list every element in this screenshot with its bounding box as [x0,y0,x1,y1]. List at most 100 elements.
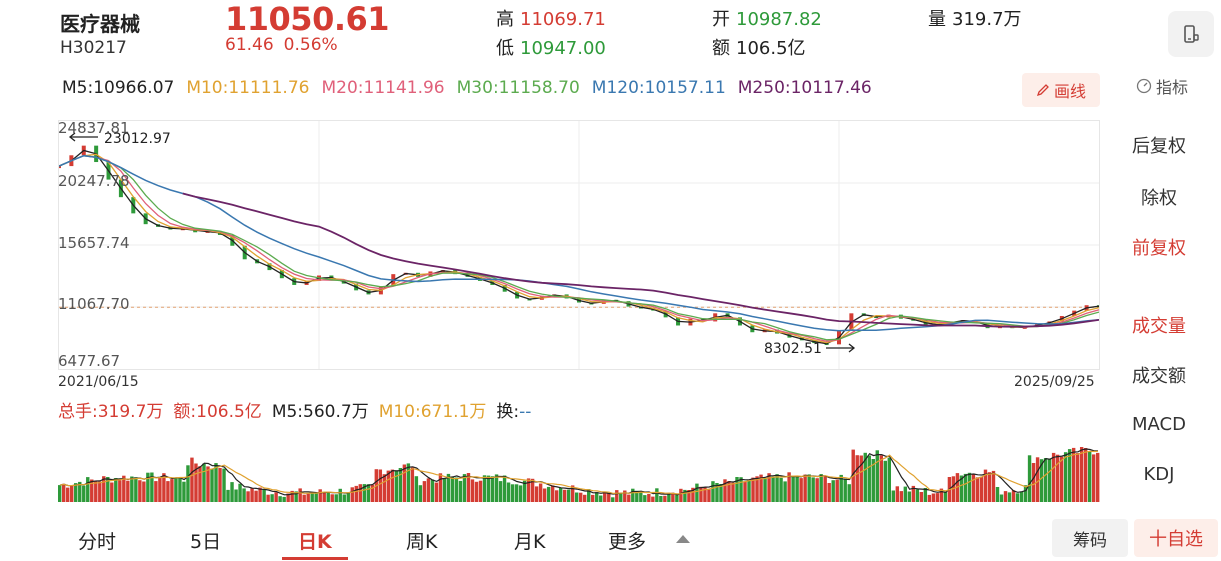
volume-bar [178,477,182,502]
ma120-line [58,154,1100,332]
tab-intraday[interactable]: 分时 [78,531,117,553]
volume-bar [562,489,567,502]
turnover-value: -- [519,402,532,422]
volume-bar [763,477,767,502]
volume-bar [518,485,523,502]
volume-bar [871,459,875,502]
volume-bar [510,484,515,502]
volume-chart[interactable] [58,420,1100,502]
volume-bar [446,473,451,502]
y-tick-3: 15657.74 [58,234,130,252]
volume-bar [835,479,839,502]
volume-bar [1015,493,1020,502]
tab-more[interactable]: 更多 [608,531,647,553]
volume-bar [1039,459,1044,502]
volume-bar [470,479,475,502]
volume-bar [659,496,663,502]
volume-bar [382,474,387,502]
volume-bar [583,494,587,502]
tab-month-k[interactable]: 月K [514,531,546,553]
volume-bar [282,496,286,502]
volume-bar [655,488,659,502]
volume-bar [434,482,439,502]
volume-bar [943,492,948,502]
volume-bar [266,494,270,502]
volume-bar [1003,491,1008,502]
high-label: 高 [496,9,514,30]
volume-bar [615,490,619,502]
max-annotation: 23012.97 [104,131,171,147]
volume-bar [915,489,920,502]
volume-bar [791,476,795,502]
volume-bar [222,468,226,502]
volume-bar [362,484,366,502]
volume-bar [647,494,651,502]
price-plot [57,121,1101,369]
amount-indicator-option[interactable]: 成交额 [1132,366,1186,387]
total-amount: 额:106.5亿 [173,402,262,422]
volume-bar [663,495,667,502]
candle [57,166,61,169]
price-change: 61.46 0.56% [225,35,348,55]
volume-bar [643,495,647,502]
volume-bar [106,477,110,502]
volume-bar [1075,453,1080,502]
caret-up-icon[interactable] [676,535,690,543]
kline-chart[interactable] [57,120,1101,370]
volume-bar [146,472,150,502]
kdj-indicator-option[interactable]: KDJ [1143,464,1175,485]
volume-bar [526,478,531,502]
tab-week-k[interactable]: 周K [406,531,438,553]
volume-bar [635,490,639,502]
tab-five-day[interactable]: 5日 [190,531,222,553]
front-adjust-option[interactable]: 前复权 [1132,238,1186,259]
volume-bar [1095,452,1100,502]
volume-legend: 总手:319.7万 额:106.5亿 M5:560.7万 M10:671.1万 换:-- [58,397,541,422]
device-switch-button[interactable] [1168,11,1214,57]
volume-bar [903,486,908,502]
volume-bar [823,476,827,502]
volume-stat: 量 319.7万 [928,5,1022,31]
volume-bar [619,493,623,502]
volume-bar [186,465,190,502]
turnover-label: 换: [496,402,520,422]
volume-bar [723,479,727,502]
volume-bar [1091,454,1096,502]
volume-bar [238,483,242,502]
amount-stat: 额 106.5亿 [712,34,806,60]
volume-bar [366,484,370,502]
volume-bar [827,483,831,502]
volume-indicator-option[interactable]: 成交量 [1132,316,1186,337]
volume-bar [558,488,563,502]
volume-bar [318,489,322,502]
back-adjust-option[interactable]: 后复权 [1132,136,1186,157]
macd-indicator-option[interactable]: MACD [1132,414,1186,435]
volume-bar [342,494,346,502]
volume-bar [514,484,519,502]
volume-bar [350,487,354,502]
volume-bar [570,485,575,502]
high-stat: 高 11069.71 [496,5,606,31]
max-arrow-icon [68,132,98,142]
ex-right-option[interactable]: 除权 [1141,188,1177,209]
volume-bar [310,493,314,502]
volume-bar [923,488,928,502]
tab-day-k[interactable]: 日K [298,531,332,553]
volume-bar [983,469,988,502]
volume-bar [803,474,807,502]
volume-bar [142,481,146,502]
indicator-button[interactable]: 指标 [1136,74,1188,98]
volume-bar [438,473,443,502]
volume-bar [122,475,126,502]
chip-distribution-button[interactable]: 筹码 [1052,519,1128,557]
draw-line-button[interactable]: 画线 [1022,73,1100,107]
volume-bar [98,481,102,502]
volume-bar [78,481,82,502]
volume-bar [86,477,90,502]
volume-bar [607,493,611,502]
volume-bar [759,474,763,502]
add-favorite-button[interactable]: 十自选 [1134,519,1218,557]
phone-landscape-icon [1184,25,1199,43]
volume-bar [490,476,495,502]
volume-bar [579,492,583,502]
